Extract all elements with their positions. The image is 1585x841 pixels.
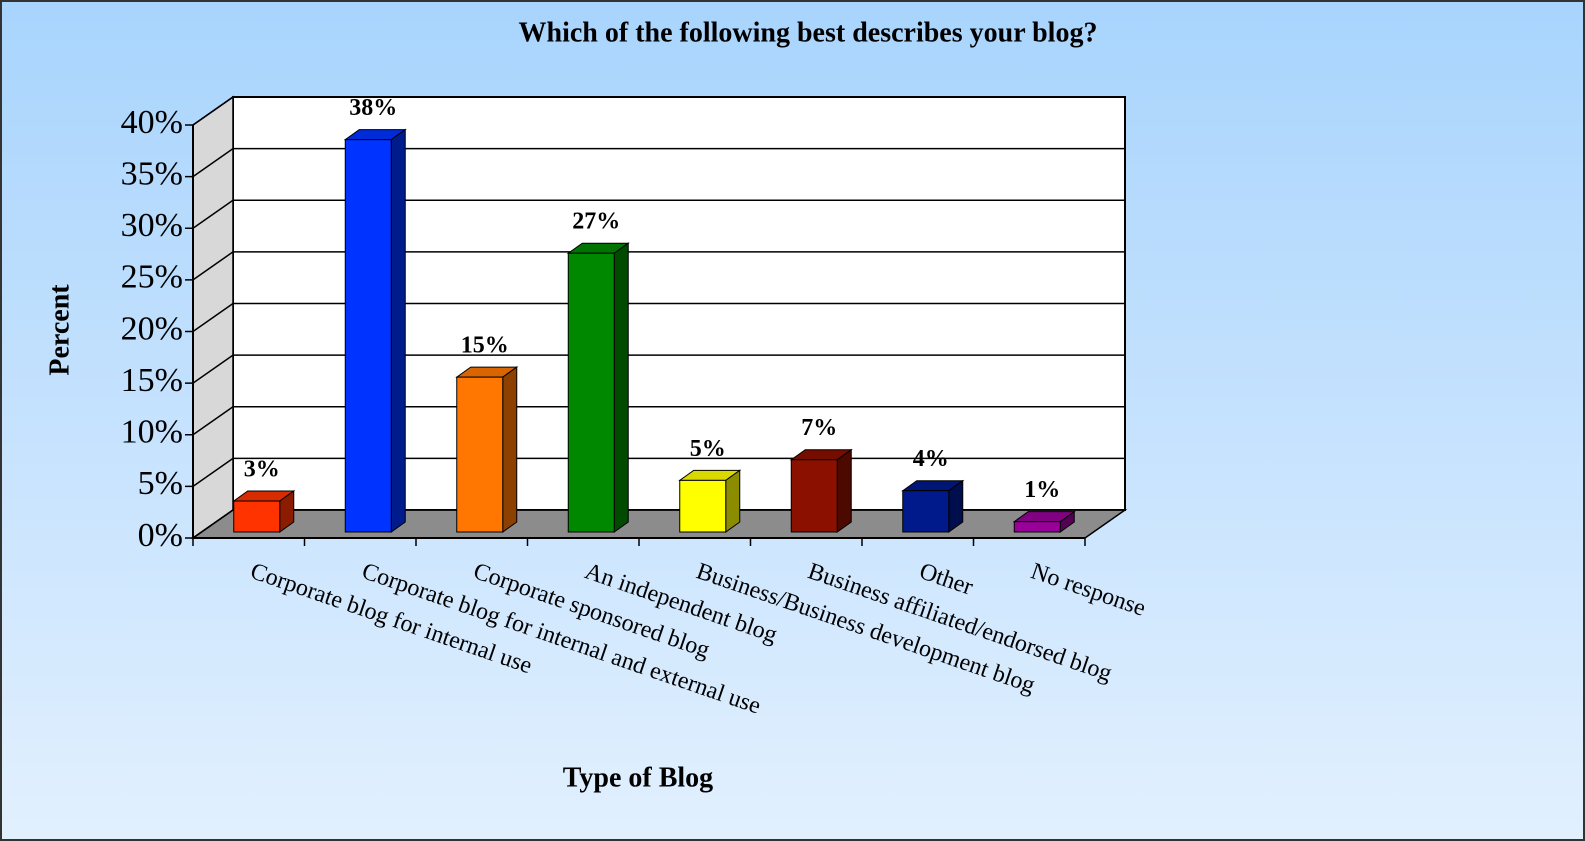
grid-line (192, 354, 1125, 384)
bar (344, 139, 392, 533)
grid-line (192, 147, 1125, 178)
bar (679, 479, 727, 533)
grid-line (192, 96, 1125, 126)
grid-line (192, 251, 1125, 281)
value-label: 4% (913, 446, 949, 472)
bar (902, 490, 950, 533)
x-axis-title: Type of Blog (563, 762, 713, 793)
y-tick-label: 10% (121, 414, 183, 451)
y-tick-label: 40% (121, 104, 183, 141)
value-label: 38% (349, 95, 397, 121)
bar (567, 252, 615, 533)
y-tick-label: 25% (121, 259, 183, 296)
y-tick-label: 30% (121, 207, 183, 244)
floor (190, 509, 1128, 539)
bar (790, 459, 838, 533)
bar-side (836, 448, 852, 533)
value-label: 3% (244, 457, 280, 483)
bar-side (725, 469, 741, 533)
grid-line (192, 199, 1125, 229)
value-label: 27% (572, 209, 620, 235)
value-label: 15% (461, 333, 509, 359)
y-tick-label: 0% (138, 517, 183, 554)
chart-title: Which of the following best describes yo… (519, 17, 1098, 48)
y-tick-label: 15% (121, 362, 183, 399)
y-tick-label: 35% (121, 155, 183, 192)
grid-line (192, 302, 1125, 333)
bar (1013, 521, 1061, 533)
bar (233, 500, 281, 533)
y-axis-title: Percent (44, 284, 75, 376)
bar (456, 376, 504, 533)
bar-side (613, 242, 629, 533)
bar-side (502, 366, 518, 533)
value-label: 1% (1024, 477, 1060, 503)
grid-line (192, 406, 1125, 436)
bar-side (390, 128, 406, 533)
y-tick-label: 20% (121, 310, 183, 347)
value-label: 5% (690, 436, 726, 462)
y-tick-label: 5% (138, 465, 183, 502)
value-label: 7% (801, 415, 837, 441)
